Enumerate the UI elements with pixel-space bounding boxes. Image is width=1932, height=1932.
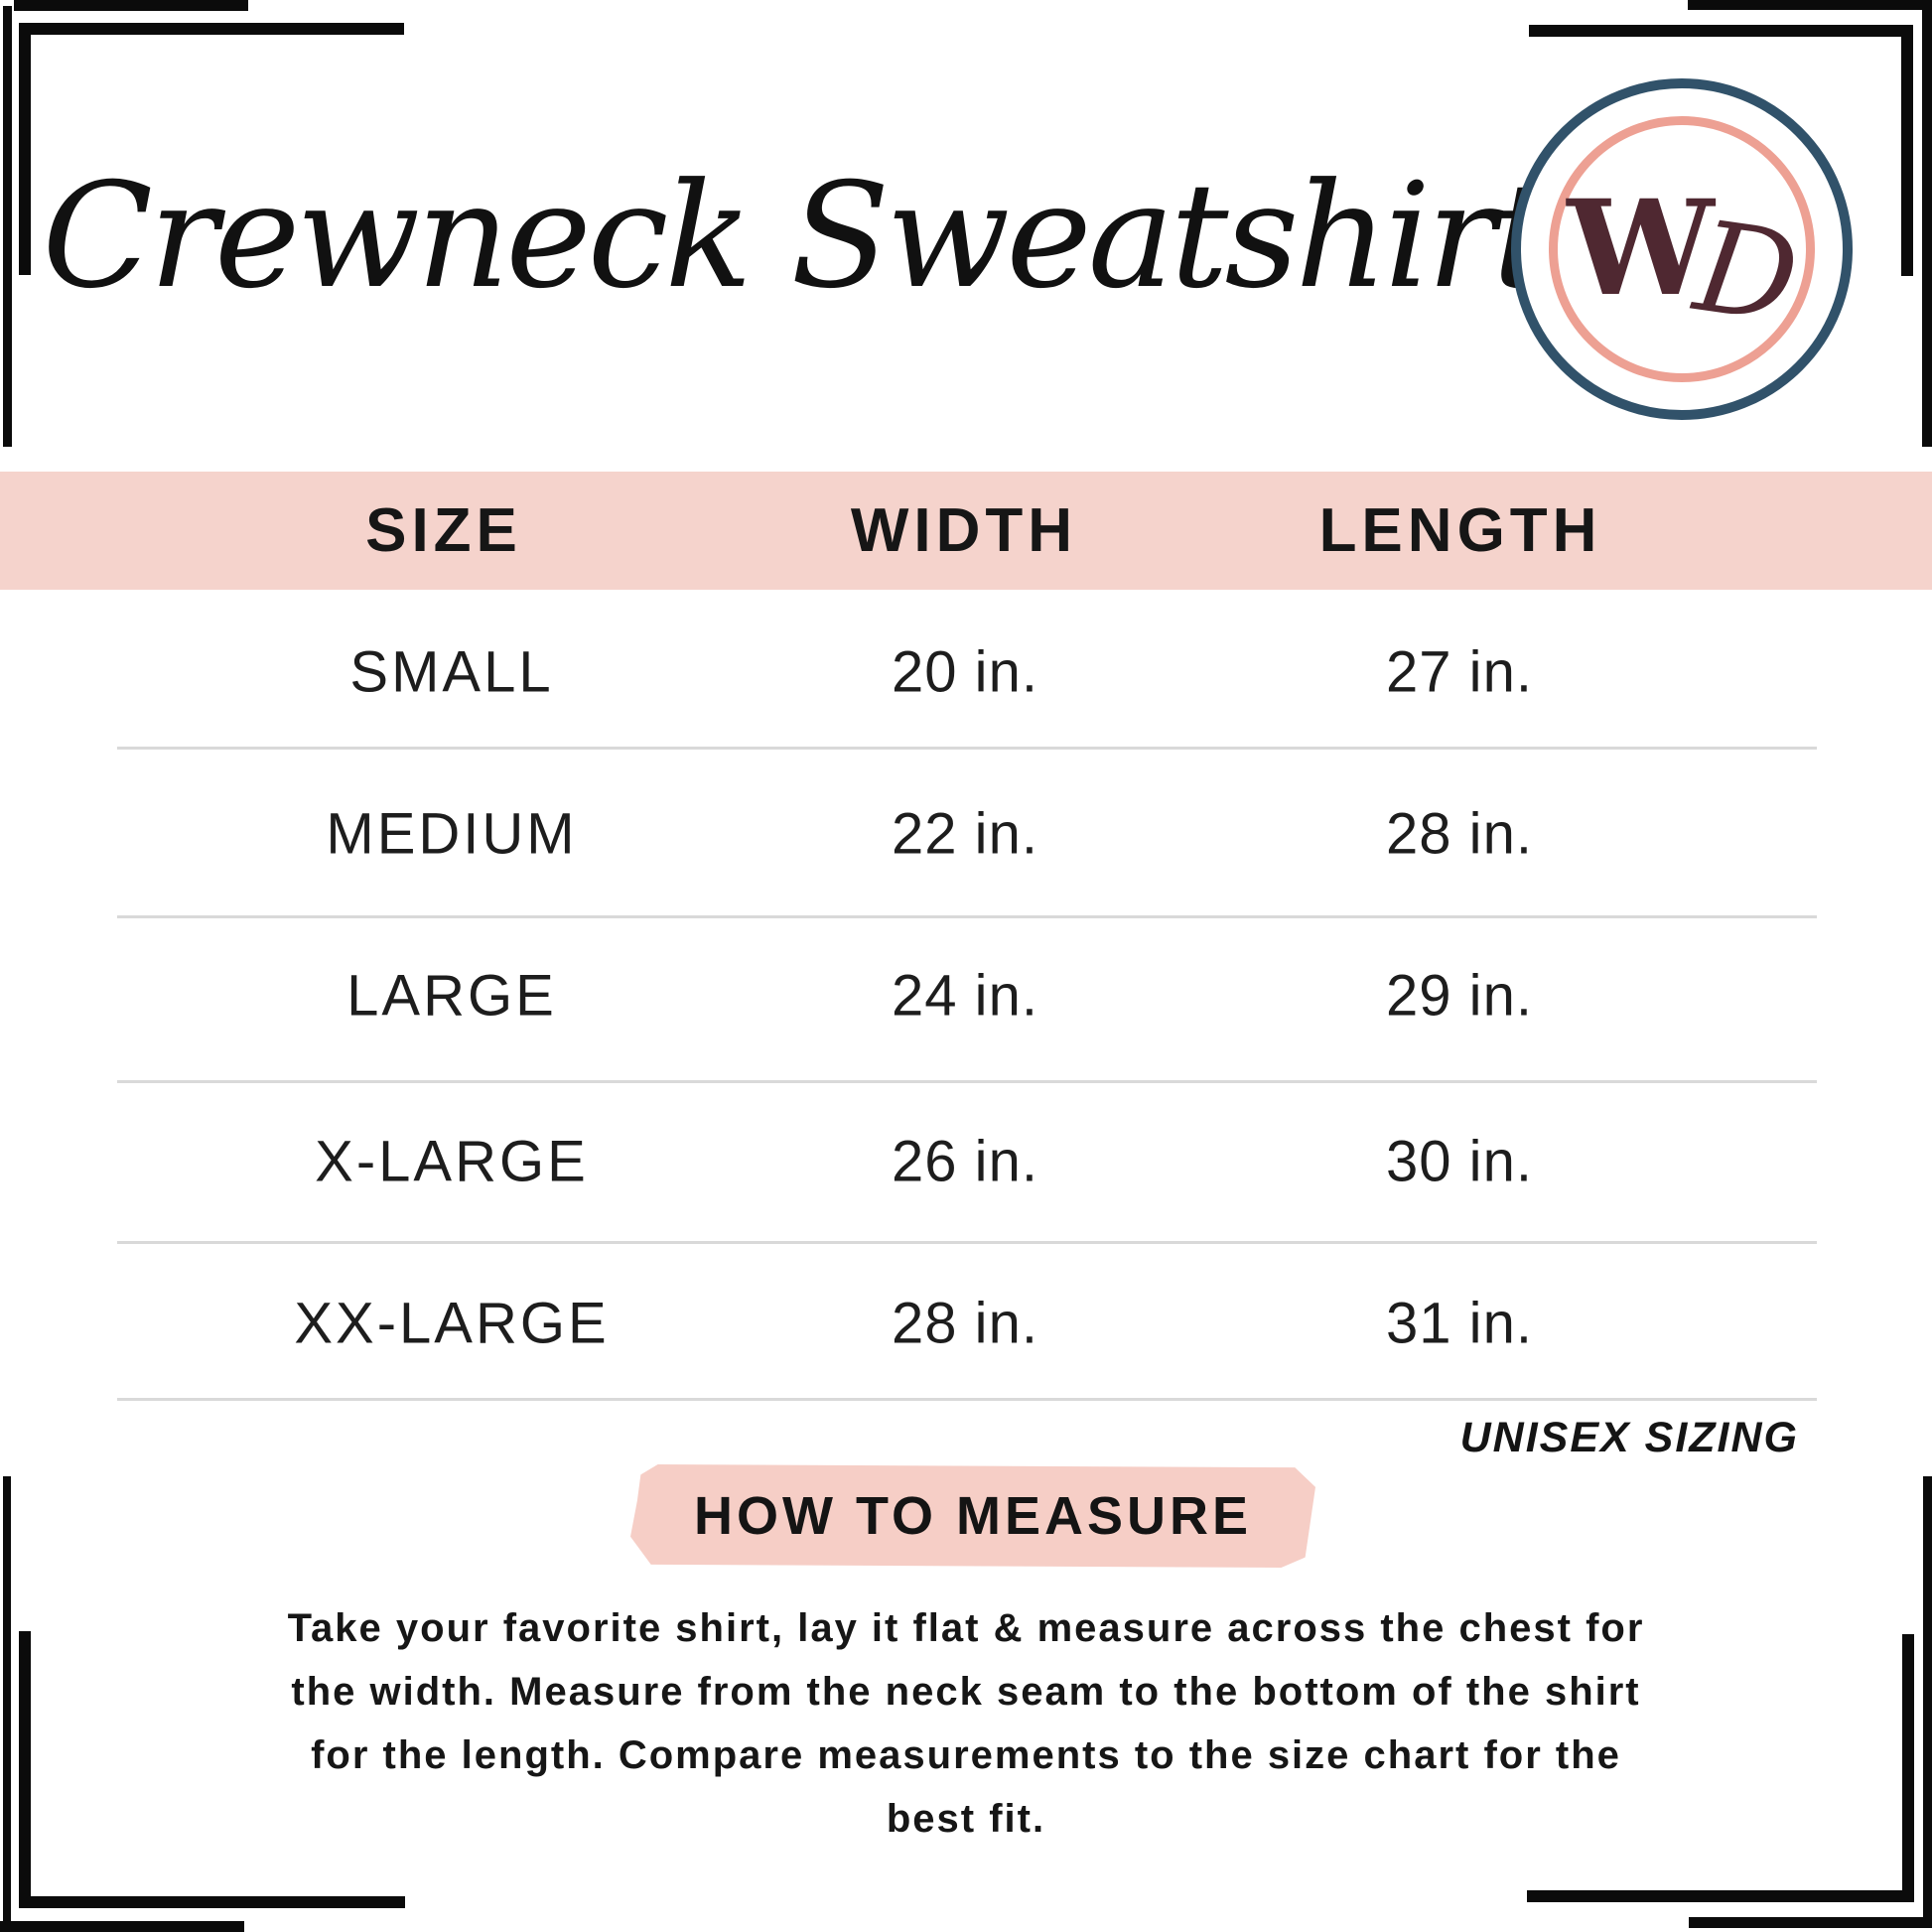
length-value: 27 in. bbox=[1386, 639, 1533, 705]
how-to-measure-highlight: HOW TO MEASURE bbox=[630, 1464, 1315, 1568]
size-label: MEDIUM bbox=[326, 801, 578, 867]
width-value: 26 in. bbox=[892, 1129, 1038, 1194]
width-value: 28 in. bbox=[892, 1291, 1038, 1356]
size-label: SMALL bbox=[349, 639, 554, 705]
logo-letter-w: W bbox=[1567, 172, 1715, 326]
column-header-width: WIDTH bbox=[850, 496, 1078, 565]
frame-bottom-right-outer-horizontal bbox=[1689, 1917, 1932, 1928]
row-divider bbox=[117, 1398, 1817, 1401]
length-value: 29 in. bbox=[1386, 963, 1533, 1029]
frame-top-right-inner-horizontal bbox=[1529, 25, 1913, 37]
length-value: 31 in. bbox=[1386, 1291, 1533, 1356]
table-header-band bbox=[0, 472, 1932, 590]
measuring-instructions: Take your favorite shirt, lay it flat & … bbox=[60, 1596, 1872, 1851]
instruction-line: the width. Measure from the neck seam to… bbox=[291, 1670, 1641, 1714]
frame-top-right-outer-horizontal bbox=[1688, 0, 1932, 10]
frame-bottom-left-outer-horizontal bbox=[0, 1921, 244, 1932]
frame-top-right-inner-vertical bbox=[1901, 25, 1913, 276]
width-value: 24 in. bbox=[892, 963, 1038, 1029]
width-value: 22 in. bbox=[892, 801, 1038, 867]
how-to-measure-heading: HOW TO MEASURE bbox=[693, 1486, 1252, 1546]
frame-top-left-inner-vertical bbox=[19, 23, 31, 275]
instruction-line: for the length. Compare measurements to … bbox=[311, 1733, 1621, 1777]
frame-bottom-left-inner-vertical bbox=[19, 1631, 31, 1908]
page-title: Crewneck Sweatshirt bbox=[42, 152, 1550, 321]
row-divider bbox=[117, 747, 1817, 750]
frame-bottom-right-outer-vertical bbox=[1923, 1476, 1932, 1922]
frame-top-left-outer-vertical bbox=[3, 6, 12, 447]
length-value: 30 in. bbox=[1386, 1129, 1533, 1194]
logo-letter-d: D bbox=[1686, 193, 1807, 352]
row-divider bbox=[117, 1080, 1817, 1083]
frame-bottom-left-outer-vertical bbox=[3, 1476, 11, 1922]
row-divider bbox=[117, 1241, 1817, 1244]
unisex-sizing-note: UNISEX SIZING bbox=[1459, 1414, 1799, 1461]
frame-top-left-outer-horizontal bbox=[14, 0, 248, 11]
size-label: LARGE bbox=[346, 963, 557, 1029]
width-value: 20 in. bbox=[892, 639, 1038, 705]
frame-top-right-outer-vertical bbox=[1922, 6, 1932, 447]
length-value: 28 in. bbox=[1386, 801, 1533, 867]
row-divider bbox=[117, 915, 1817, 918]
frame-bottom-right-inner-horizontal bbox=[1527, 1890, 1912, 1902]
frame-bottom-left-inner-horizontal bbox=[19, 1896, 405, 1908]
instruction-line: best fit. bbox=[886, 1797, 1046, 1841]
instruction-line: Take your favorite shirt, lay it flat & … bbox=[287, 1606, 1645, 1650]
frame-top-left-inner-horizontal bbox=[19, 23, 404, 35]
size-label: XX-LARGE bbox=[294, 1291, 610, 1356]
frame-bottom-right-inner-vertical bbox=[1902, 1634, 1914, 1902]
size-label: X-LARGE bbox=[315, 1129, 589, 1194]
column-header-length: LENGTH bbox=[1318, 496, 1602, 565]
column-header-size: SIZE bbox=[365, 496, 522, 565]
